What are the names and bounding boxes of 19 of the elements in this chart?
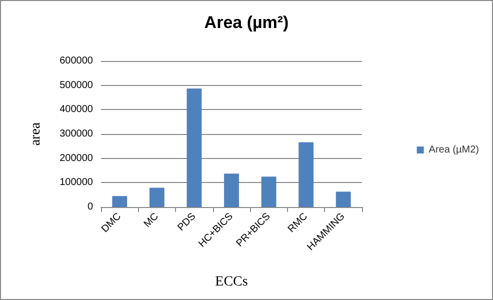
legend-label: Area (µM2) bbox=[428, 144, 480, 156]
chart-title: Area (µm²) bbox=[204, 13, 289, 32]
x-axis-title: ECCs bbox=[215, 274, 248, 290]
y-tick-label: 200000 bbox=[60, 152, 94, 164]
bar bbox=[224, 174, 239, 207]
bar bbox=[298, 142, 314, 207]
bar bbox=[149, 188, 164, 207]
bar bbox=[186, 88, 202, 207]
y-tick-label: 400000 bbox=[60, 104, 94, 116]
bar bbox=[261, 176, 276, 207]
y-tick-label: 100000 bbox=[60, 177, 94, 188]
y-tick-label: 600000 bbox=[60, 56, 94, 66]
y-tick-label: 0 bbox=[87, 202, 94, 212]
x-tick-label: MC bbox=[142, 211, 161, 230]
y-tick-label: 500000 bbox=[60, 80, 94, 91]
y-axis-title: area bbox=[28, 122, 44, 146]
y-tick-label: 300000 bbox=[60, 128, 94, 140]
bar bbox=[112, 196, 128, 207]
bar bbox=[336, 192, 351, 207]
